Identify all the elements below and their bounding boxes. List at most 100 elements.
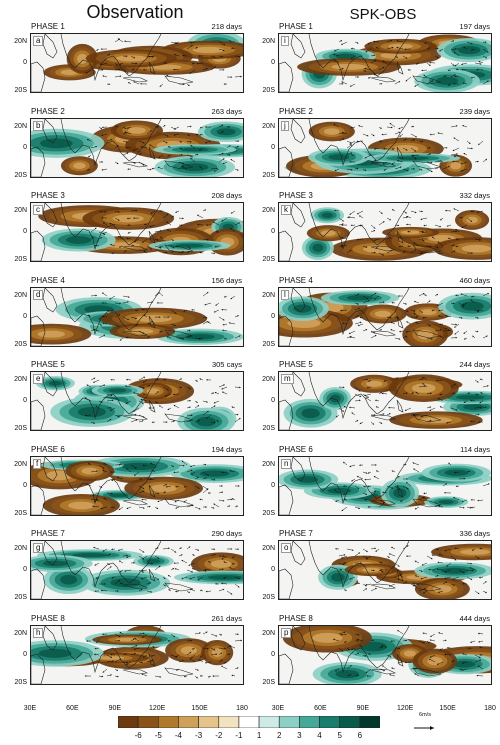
- coastline: [31, 61, 46, 92]
- wind-vector-head: [93, 377, 96, 380]
- phase-label: PHASE 8: [279, 614, 313, 623]
- wind-vector-head: [127, 168, 129, 171]
- wind-vector-head: [367, 300, 370, 302]
- wind-vector-head: [199, 166, 202, 169]
- wind-vector-head: [412, 392, 414, 395]
- wind-vector-head: [175, 211, 177, 213]
- wind-vector-head: [372, 639, 374, 642]
- wind-vector-head: [476, 380, 479, 383]
- y-tick-label: 20N: [262, 123, 275, 130]
- wind-vector-head: [398, 81, 401, 83]
- wind-vector-head: [368, 380, 371, 382]
- wind-vector-head: [420, 415, 423, 418]
- wind-vector-head: [229, 470, 232, 472]
- wind-vector-head: [140, 82, 142, 85]
- wind-vector-head: [479, 654, 482, 656]
- wind-vector-head: [438, 505, 441, 508]
- wind-vector-head: [359, 316, 362, 319]
- wind-vector-head: [444, 549, 447, 552]
- wind-vector-head: [151, 167, 154, 170]
- wind-vector-head: [230, 548, 233, 550]
- wind-vector-head: [422, 377, 425, 379]
- wind-vector-head: [191, 309, 193, 311]
- panel-letter: k: [281, 205, 291, 215]
- colorbar-label: 2: [276, 731, 282, 740]
- wind-vector-head: [111, 399, 114, 402]
- wind-vector-head: [110, 138, 113, 141]
- wind-vector-head: [341, 67, 344, 70]
- wind-vector-head: [364, 67, 366, 70]
- wind-vector-head: [167, 154, 170, 157]
- wind-vector-head: [415, 667, 418, 670]
- wind-vector-head: [126, 507, 129, 510]
- wind-vector-head: [456, 153, 458, 155]
- wind-vector-head: [365, 588, 367, 590]
- wind-vector-head: [380, 329, 382, 331]
- colorbar-label: 3: [297, 731, 302, 740]
- wind-vector-head: [420, 168, 423, 171]
- wind-vector-head: [407, 69, 410, 71]
- wind-vector-head: [430, 161, 433, 164]
- wind-vector-head: [350, 126, 353, 129]
- wind-vector-head: [453, 82, 455, 85]
- wind-vector-head: [472, 335, 474, 338]
- wind-vector-head: [415, 575, 417, 577]
- anomaly-blob: [460, 301, 484, 311]
- wind-vector-head: [404, 48, 406, 51]
- wind-vector-head: [439, 406, 442, 408]
- coastline: [31, 315, 46, 346]
- wind-vector-head: [110, 471, 112, 473]
- wind-vector-head: [412, 462, 415, 464]
- wind-vector-head: [436, 379, 438, 382]
- wind-vector-head: [222, 323, 225, 326]
- wind-vector-head: [87, 139, 89, 141]
- wind-vector-head: [454, 471, 456, 474]
- wind-vector-head: [406, 330, 408, 333]
- wind-vector-head: [428, 568, 431, 571]
- coastline: [370, 414, 397, 421]
- wind-vector-head: [447, 166, 450, 168]
- wind-vector-head: [366, 297, 369, 300]
- wind-vector-head: [110, 656, 113, 658]
- wind-vector-head: [485, 406, 487, 409]
- wind-vector-head: [116, 63, 118, 66]
- wind-vector-head: [382, 66, 385, 69]
- wind-vector-head: [470, 76, 473, 79]
- anomaly-blob: [121, 462, 157, 471]
- wind-vector-head: [182, 54, 184, 57]
- wind-vector-head: [213, 405, 216, 408]
- wind-vector-head: [109, 566, 112, 568]
- wind-vector-head: [96, 470, 98, 473]
- wind-vector-head: [351, 154, 353, 156]
- y-tick-label: 20S: [14, 425, 27, 432]
- wind-vector-head: [159, 330, 161, 333]
- wind-vector-head: [390, 329, 393, 331]
- wind-vector-head: [349, 142, 352, 145]
- wind-vector-head: [221, 659, 223, 662]
- wind-vector-head: [423, 224, 426, 227]
- wind-vector-head: [102, 467, 105, 469]
- map-panel-p: p: [278, 625, 492, 685]
- y-tick-label: 0: [23, 482, 27, 489]
- wind-vector-head: [102, 469, 104, 472]
- wind-vector-head: [447, 646, 449, 649]
- wind-vector-head: [197, 476, 199, 479]
- wind-vector-head: [454, 47, 457, 50]
- wind-vector-head: [477, 592, 480, 594]
- wind-vector-head: [213, 401, 216, 404]
- colorbar-segment: [158, 716, 179, 728]
- wind-vector-head: [181, 224, 183, 227]
- wind-vector-head: [477, 665, 480, 668]
- wind-vector-head: [156, 293, 159, 295]
- wind-vector-head: [160, 236, 162, 239]
- wind-vector-head: [116, 415, 119, 417]
- wind-vector-head: [343, 493, 345, 495]
- wind-vector-head: [100, 63, 103, 66]
- wind-vector-head: [479, 576, 481, 579]
- wind-vector-head: [84, 414, 87, 417]
- wind-vector-head: [343, 461, 345, 464]
- anomaly-blob: [435, 76, 459, 85]
- wind-vector-head: [190, 469, 193, 472]
- panel-letter: c: [33, 205, 43, 215]
- x-tick-label: 180: [236, 705, 248, 712]
